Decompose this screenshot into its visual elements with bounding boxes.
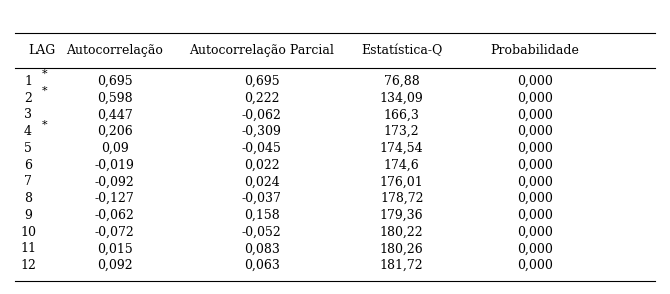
Text: 0,000: 0,000 xyxy=(517,209,553,222)
Text: 174,6: 174,6 xyxy=(384,159,419,172)
Text: -0,309: -0,309 xyxy=(242,125,281,138)
Text: 3: 3 xyxy=(24,108,32,121)
Text: Autocorrelação: Autocorrelação xyxy=(66,44,163,57)
Text: 0,000: 0,000 xyxy=(517,192,553,205)
Text: 0,000: 0,000 xyxy=(517,108,553,121)
Text: -0,019: -0,019 xyxy=(95,159,135,172)
Text: 174,54: 174,54 xyxy=(380,142,423,155)
Text: 0,024: 0,024 xyxy=(244,176,279,188)
Text: 4: 4 xyxy=(24,125,32,138)
Text: -0,052: -0,052 xyxy=(242,226,281,239)
Text: 0,598: 0,598 xyxy=(97,92,133,105)
Text: *: * xyxy=(42,119,48,129)
Text: -0,062: -0,062 xyxy=(242,108,281,121)
Text: 0,222: 0,222 xyxy=(244,92,279,105)
Text: 0,695: 0,695 xyxy=(97,75,133,88)
Text: 134,09: 134,09 xyxy=(380,92,423,105)
Text: 12: 12 xyxy=(20,259,36,272)
Text: 10: 10 xyxy=(20,226,36,239)
Text: 11: 11 xyxy=(20,243,36,255)
Text: 5: 5 xyxy=(24,142,32,155)
Text: 176,01: 176,01 xyxy=(380,176,423,188)
Text: 179,36: 179,36 xyxy=(380,209,423,222)
Text: 2: 2 xyxy=(24,92,32,105)
Text: -0,037: -0,037 xyxy=(242,192,281,205)
Text: -0,072: -0,072 xyxy=(95,226,135,239)
Text: -0,045: -0,045 xyxy=(242,142,281,155)
Text: 173,2: 173,2 xyxy=(384,125,419,138)
Text: 0,695: 0,695 xyxy=(244,75,279,88)
Text: 0,000: 0,000 xyxy=(517,259,553,272)
Text: 76,88: 76,88 xyxy=(384,75,419,88)
Text: *: * xyxy=(42,86,48,96)
Text: 0,092: 0,092 xyxy=(97,259,133,272)
Text: 0,083: 0,083 xyxy=(244,243,279,255)
Text: 0,000: 0,000 xyxy=(517,142,553,155)
Text: 1: 1 xyxy=(24,75,32,88)
Text: 0,158: 0,158 xyxy=(244,209,279,222)
Text: -0,127: -0,127 xyxy=(95,192,135,205)
Text: 0,022: 0,022 xyxy=(244,159,279,172)
Text: *: * xyxy=(42,69,48,79)
Text: Estatística-Q: Estatística-Q xyxy=(361,44,442,57)
Text: 0,000: 0,000 xyxy=(517,226,553,239)
Text: 180,22: 180,22 xyxy=(380,226,423,239)
Text: 166,3: 166,3 xyxy=(384,108,419,121)
Text: 180,26: 180,26 xyxy=(380,243,423,255)
Text: 0,000: 0,000 xyxy=(517,125,553,138)
Text: 0,000: 0,000 xyxy=(517,92,553,105)
Text: -0,062: -0,062 xyxy=(95,209,135,222)
Text: 0,000: 0,000 xyxy=(517,75,553,88)
Text: 8: 8 xyxy=(24,192,32,205)
Text: 0,015: 0,015 xyxy=(97,243,133,255)
Text: Probabilidade: Probabilidade xyxy=(490,44,580,57)
Text: 0,09: 0,09 xyxy=(101,142,129,155)
Text: 0,000: 0,000 xyxy=(517,176,553,188)
Text: 178,72: 178,72 xyxy=(380,192,423,205)
Text: LAG: LAG xyxy=(28,44,56,57)
Text: 0,063: 0,063 xyxy=(244,259,279,272)
Text: 7: 7 xyxy=(24,176,32,188)
Text: -0,092: -0,092 xyxy=(95,176,135,188)
Text: 181,72: 181,72 xyxy=(380,259,423,272)
Text: 0,206: 0,206 xyxy=(97,125,133,138)
Text: Autocorrelação Parcial: Autocorrelação Parcial xyxy=(189,44,334,57)
Text: 0,000: 0,000 xyxy=(517,159,553,172)
Text: 0,000: 0,000 xyxy=(517,243,553,255)
Text: 6: 6 xyxy=(24,159,32,172)
Text: 9: 9 xyxy=(24,209,32,222)
Text: 0,447: 0,447 xyxy=(97,108,133,121)
